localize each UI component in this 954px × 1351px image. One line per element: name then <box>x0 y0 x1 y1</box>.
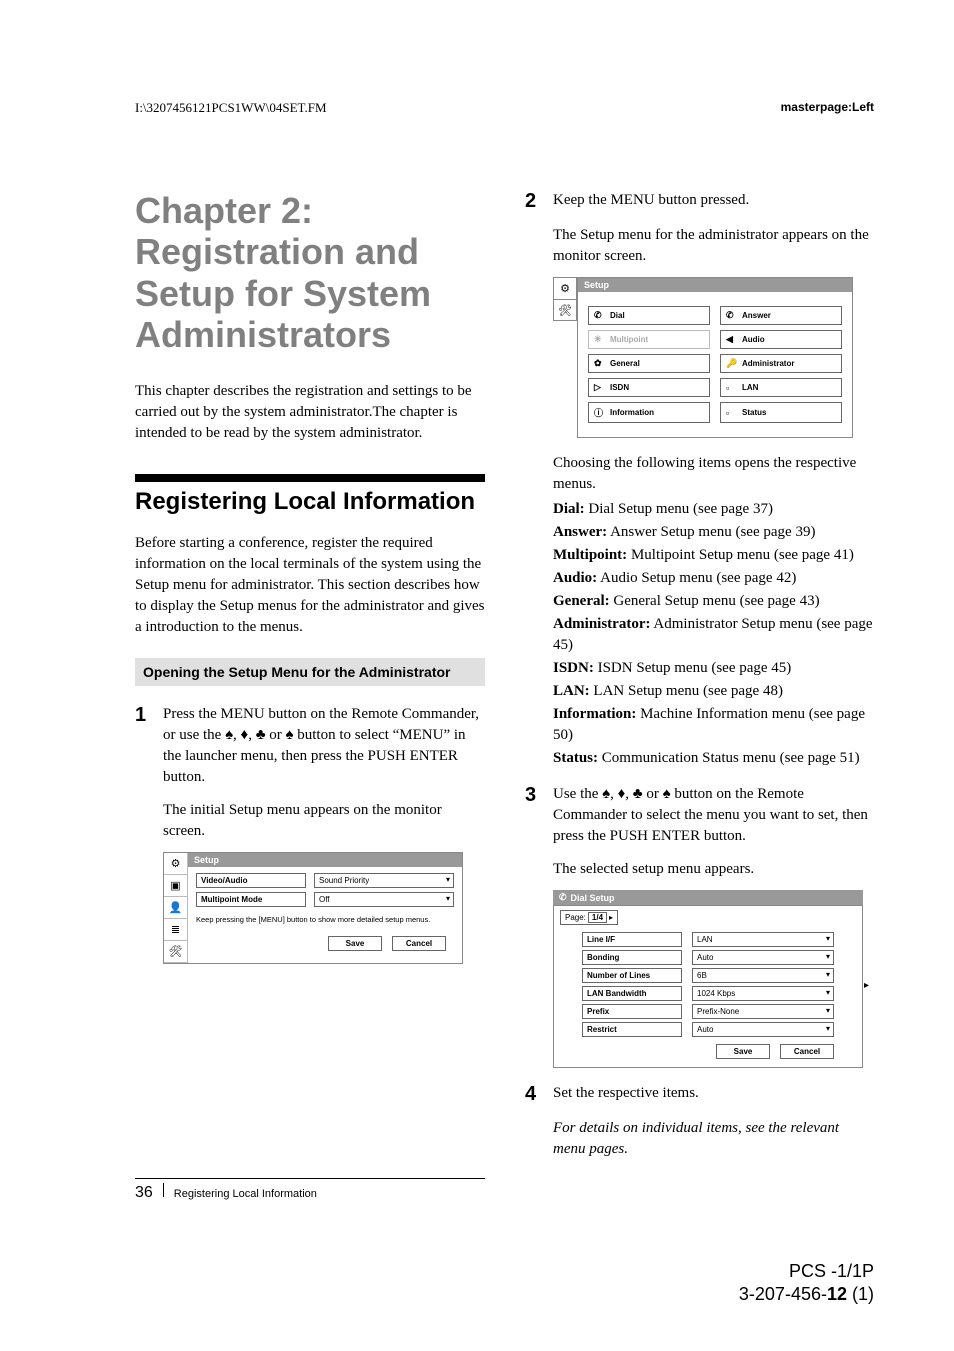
fig3-save-button: Save <box>716 1044 770 1059</box>
document-id: PCS -1/1P 3-207-456-12 (1) <box>739 1260 874 1307</box>
fig2-item-isdn: ▷ISDN <box>588 378 710 397</box>
step-4-text: Set the respective items. <box>553 1083 875 1106</box>
step-4-num: 4 <box>525 1083 543 1106</box>
fig1-row0-label: Video/Audio <box>196 873 306 888</box>
fig1-icon-4: ≣ <box>164 919 187 941</box>
step-4: 4 Set the respective items. <box>525 1083 875 1106</box>
step-2: 2 Keep the MENU button pressed. <box>525 190 875 213</box>
fig2-item-multipoint: ✳Multipoint <box>588 330 710 349</box>
fig2-item-dial: ✆Dial <box>588 306 710 325</box>
fig2-side-icon-2: 🛠 <box>553 299 577 321</box>
fig1-icon-5: 🛠 <box>164 941 187 963</box>
fig1-cancel-button: Cancel <box>392 936 446 951</box>
fig3-side-arrow-icon: ▸ <box>864 980 869 991</box>
menu-definitions: Choosing the following items opens the r… <box>553 453 875 769</box>
fig3-title: Dial Setup <box>571 893 615 903</box>
chapter-intro: This chapter describes the registration … <box>135 381 485 444</box>
page-number: 36 <box>135 1184 153 1202</box>
step-2-text: Keep the MENU button pressed. <box>553 190 875 213</box>
step-3: 3 Use the ♠, ♦, ♣ or ♠ button on the Rem… <box>525 784 875 847</box>
fig3-page-badge: Page: 1/4 ▸ <box>560 910 618 925</box>
lan-icon: ▫ <box>726 383 738 393</box>
fig2-item-lan: ▫LAN <box>720 378 842 397</box>
fig1-row1-value: Off <box>314 892 454 907</box>
figure-dial-setup: ✆Dial Setup Page: 1/4 ▸ Line I/FLAN Bond… <box>553 890 863 1068</box>
model-id: PCS -1/1P <box>739 1260 874 1283</box>
footer: 36 Registering Local Information <box>135 1178 485 1202</box>
fig2-side-icon-1: ⚙ <box>553 277 577 299</box>
footer-text: Registering Local Information <box>174 1188 317 1200</box>
step-1-sub: The initial Setup menu appears on the mo… <box>163 800 485 842</box>
step-2-num: 2 <box>525 190 543 213</box>
step-1-num: 1 <box>135 704 153 788</box>
fig1-icon-2: ▣ <box>164 875 187 897</box>
fig2-item-status: ▫Status <box>720 402 842 423</box>
info-icon: ⓘ <box>594 406 606 419</box>
fig1-hint: Keep pressing the [MENU] button to show … <box>196 915 454 924</box>
fig3-cancel-button: Cancel <box>780 1044 834 1059</box>
fig1-title: Setup <box>194 855 219 865</box>
step-2-sub: The Setup menu for the administrator app… <box>553 225 875 267</box>
chapter-title: Chapter 2: Registration and Setup for Sy… <box>135 190 485 356</box>
fig2-item-administrator: 🔑Administrator <box>720 354 842 373</box>
step-3-text: Use the ♠, ♦, ♣ or ♠ button on the Remot… <box>553 784 875 847</box>
fig1-row1-label: Multipoint Mode <box>196 892 306 907</box>
section-title: Registering Local Information <box>135 474 485 516</box>
fig1-row0-value: Sound Priority <box>314 873 454 888</box>
admin-icon: 🔑 <box>726 358 738 369</box>
fig1-icon-3: 👤 <box>164 897 187 919</box>
fig2-item-audio: ◀Audio <box>720 330 842 349</box>
isdn-icon: ▷ <box>594 382 606 393</box>
status-icon: ▫ <box>726 408 738 418</box>
fig1-icon-1: ⚙ <box>164 853 187 875</box>
fig2-title: Setup <box>578 278 852 292</box>
step-3-num: 3 <box>525 784 543 847</box>
fig2-item-general: ✿General <box>588 354 710 373</box>
dial-icon: ✆ <box>594 310 606 321</box>
step-1: 1 Press the MENU button on the Remote Co… <box>135 704 485 788</box>
doc-number: 3-207-456-12 (1) <box>739 1283 874 1306</box>
step-4-note: For details on individual items, see the… <box>553 1118 875 1160</box>
general-icon: ✿ <box>594 358 606 369</box>
step-1-text: Press the MENU button on the Remote Comm… <box>163 704 485 788</box>
header-masterpage: masterpage:Left <box>781 100 874 116</box>
fig2-item-information: ⓘInformation <box>588 402 710 423</box>
fig3-title-icon: ✆ <box>559 892 567 903</box>
fig2-item-answer: ✆Answer <box>720 306 842 325</box>
figure-setup-admin: ⚙ 🛠 Setup ✆Dial ✆Answer ✳Multipoint ◀Aud… <box>553 277 853 438</box>
audio-icon: ◀ <box>726 334 738 345</box>
multipoint-icon: ✳ <box>594 334 606 345</box>
answer-icon: ✆ <box>726 310 738 321</box>
defs-intro: Choosing the following items opens the r… <box>553 453 875 495</box>
figure-setup-initial: ⚙ ▣ 👤 ≣ 🛠 Setup Video/Audio Sound Priori… <box>163 852 463 964</box>
subsection-title: Opening the Setup Menu for the Administr… <box>135 658 485 686</box>
step-3-sub: The selected setup menu appears. <box>553 859 875 880</box>
fig1-save-button: Save <box>328 936 382 951</box>
header-path: I:\3207456121PCS1WW\04SET.FM <box>135 100 327 116</box>
section-intro: Before starting a conference, register t… <box>135 533 485 638</box>
